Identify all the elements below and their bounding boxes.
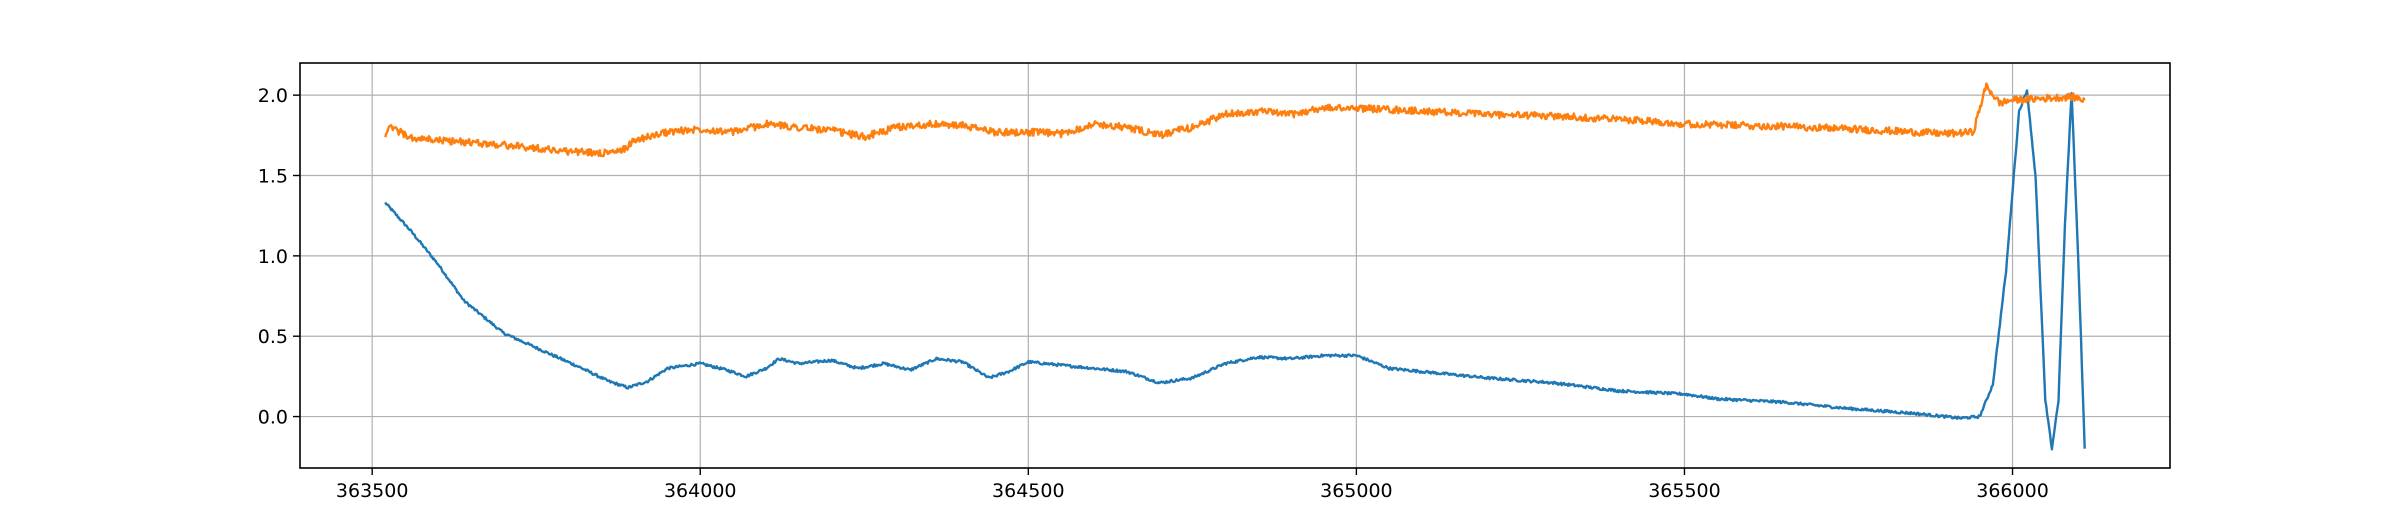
plot-frame [299, 62, 2171, 469]
x-tick-label: 365000 [1320, 480, 1393, 502]
x-tick-label: 366000 [1976, 480, 2049, 502]
axes-ticks: 363500 364000 364500 365000 365500 366000 0.0 0… [258, 85, 2049, 502]
series-line-1 [384, 89, 2086, 451]
x-tick-label: 365500 [1648, 480, 1721, 502]
y-tick-label: 0.0 [258, 407, 288, 429]
y-tick-label: 2.0 [258, 85, 288, 107]
series-line-2 [384, 82, 2086, 158]
x-tick-label: 363500 [336, 480, 409, 502]
x-tick-label: 364000 [664, 480, 737, 502]
y-tick-label: 0.5 [258, 326, 288, 348]
x-tick-label: 364500 [992, 480, 1065, 502]
y-tick-label: 1.5 [258, 166, 288, 188]
series-group [384, 82, 2086, 451]
y-tick-label: 1.0 [258, 246, 288, 268]
